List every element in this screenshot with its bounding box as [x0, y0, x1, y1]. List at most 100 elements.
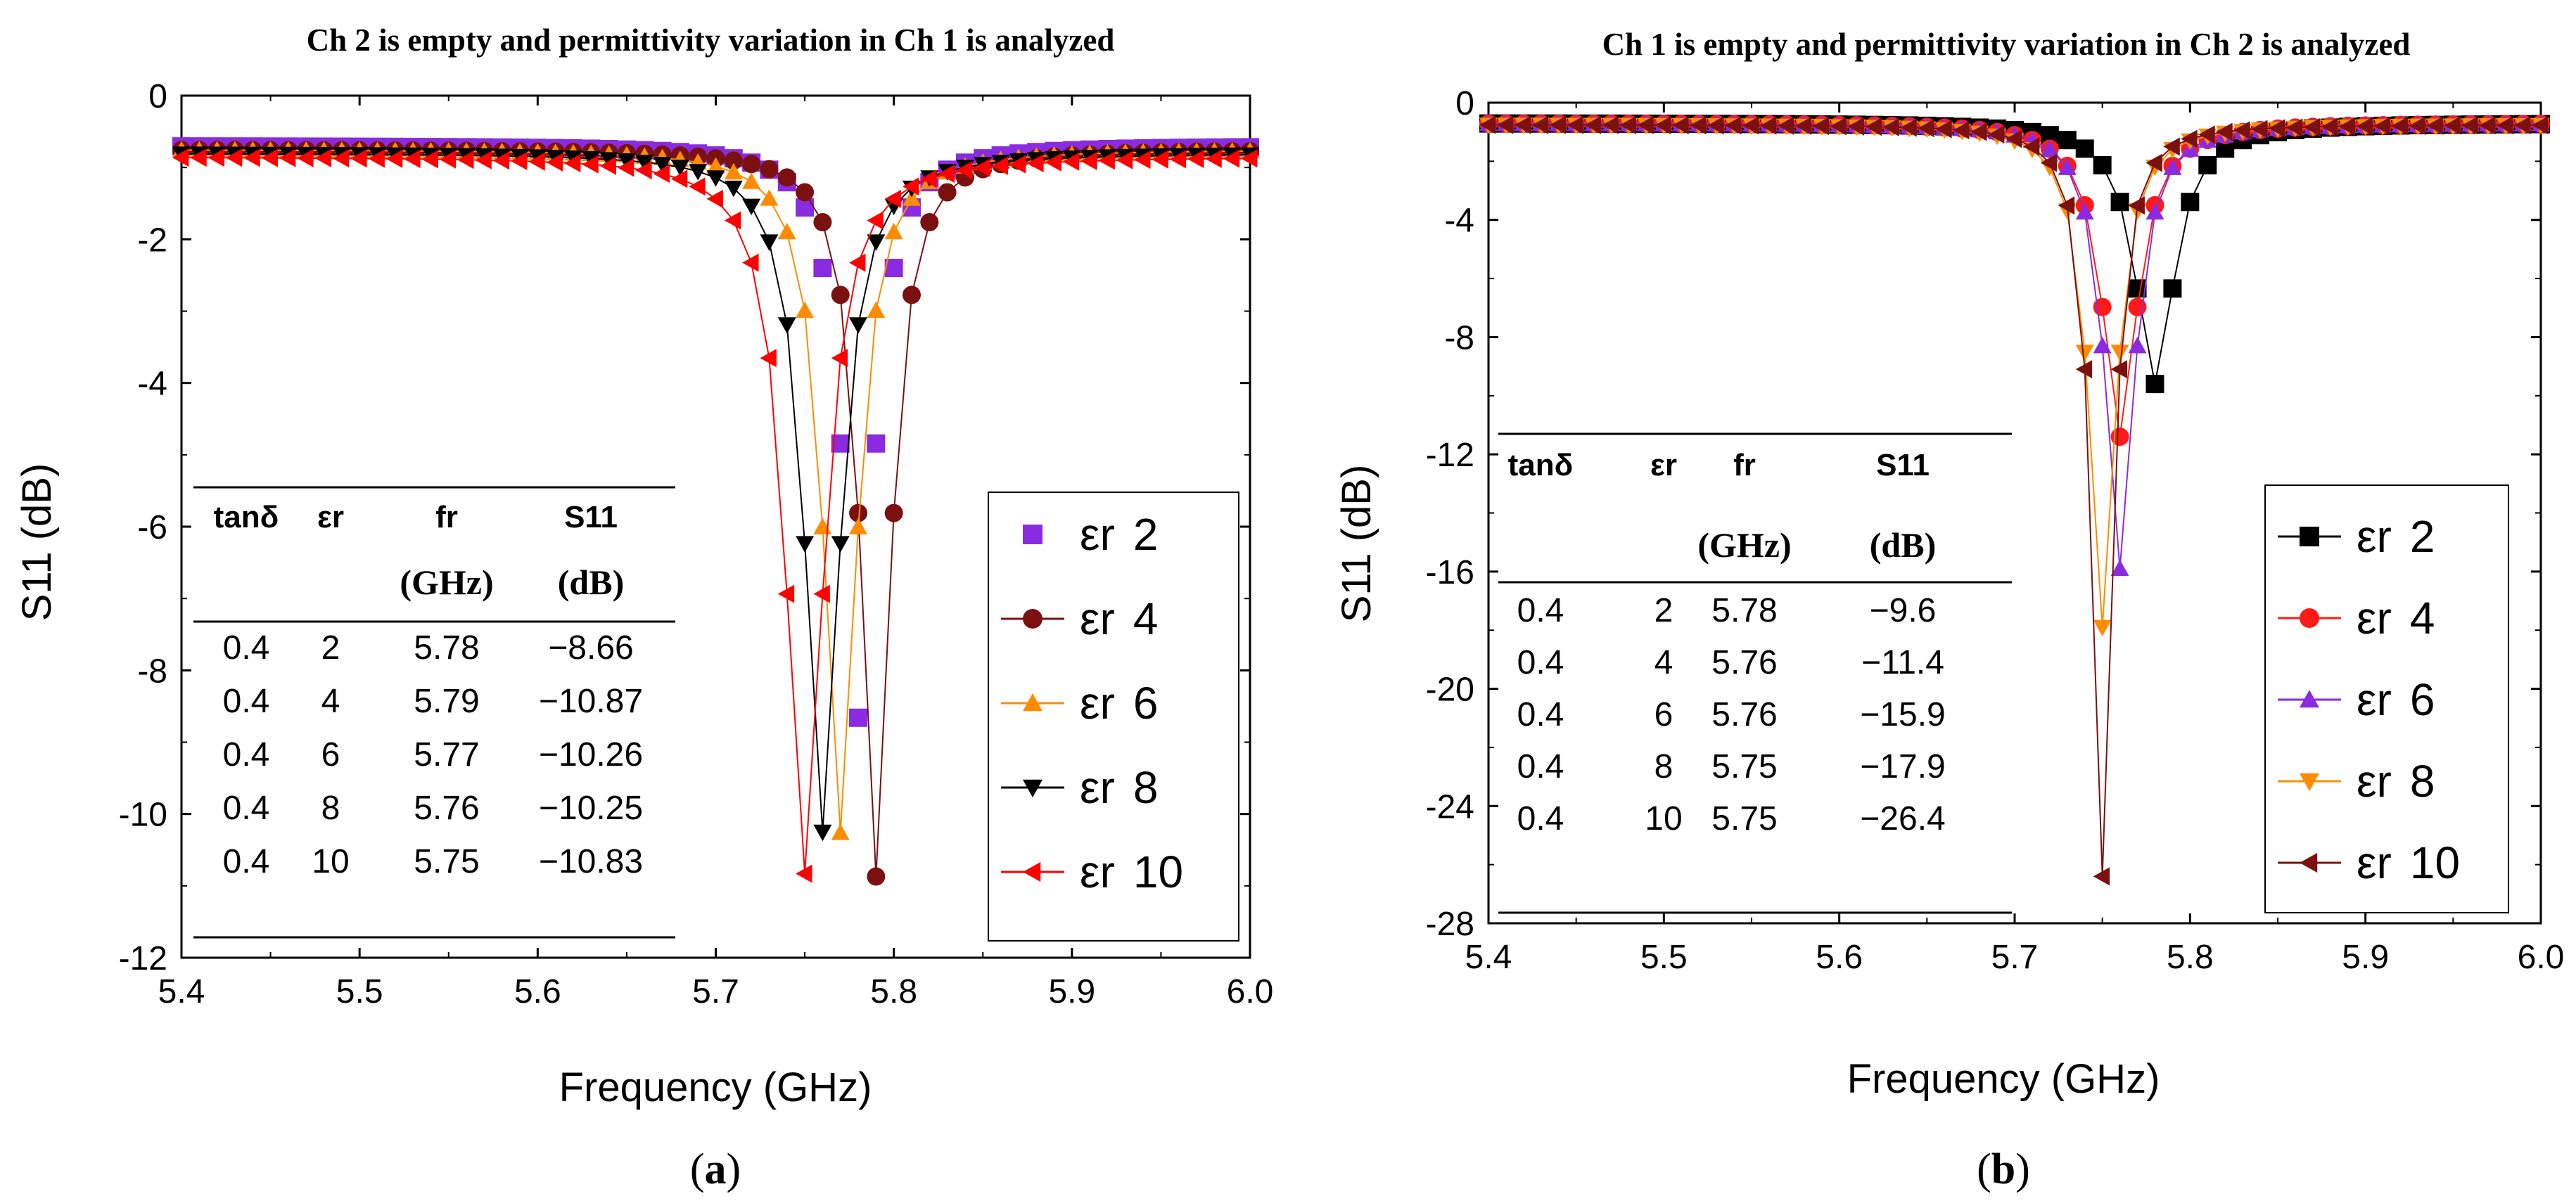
- table-cell: 5.78: [1711, 592, 1777, 629]
- x-axis-label: Frequency (GHz): [1847, 1056, 2160, 1102]
- legend-value: 8: [2410, 756, 2435, 807]
- data-point: [1654, 116, 1671, 135]
- data-point: [546, 153, 563, 172]
- data-point: [849, 518, 868, 534]
- legend-symbol: εr: [2357, 837, 2392, 888]
- table-header-cell: S11: [1876, 448, 1930, 482]
- table-cell: 5.79: [414, 683, 479, 720]
- data-point: [2216, 122, 2233, 141]
- caption-label: (b): [1977, 1145, 2030, 1193]
- legend-entry: εr 10: [2278, 837, 2460, 888]
- legend-symbol: εr: [2357, 674, 2392, 725]
- data-point: [955, 161, 973, 180]
- data-point: [760, 349, 777, 368]
- legend-marker: [2300, 690, 2319, 708]
- data-point: [1584, 115, 1601, 134]
- data-point: [849, 503, 868, 522]
- y-tick-label: -12: [1426, 437, 1474, 474]
- data-point: [243, 148, 260, 167]
- data-point: [1549, 115, 1567, 134]
- data-point: [777, 168, 796, 187]
- legend-entry: εr 6: [1001, 678, 1158, 728]
- data-point: [2532, 116, 2549, 135]
- data-point: [867, 234, 886, 251]
- data-series: [1479, 114, 2550, 447]
- data-point: [902, 285, 921, 304]
- data-point: [1777, 116, 1794, 135]
- data-point: [831, 349, 848, 368]
- data-point: [2093, 619, 2112, 637]
- data-point: [902, 189, 921, 206]
- data-point: [653, 165, 670, 184]
- data-point: [1223, 149, 1240, 168]
- x-tick-label: 5.4: [1465, 939, 1512, 976]
- data-point: [1690, 116, 1707, 135]
- data-point: [849, 253, 866, 272]
- data-point: [2426, 116, 2443, 135]
- data-point: [1169, 150, 1187, 169]
- data-point: [1134, 150, 1151, 169]
- data-point: [1812, 117, 1830, 136]
- legend-marker: [2300, 853, 2318, 873]
- legend-label: εr 4: [1080, 593, 1158, 644]
- data-point: [332, 149, 350, 168]
- data-point: [920, 213, 939, 232]
- data-point: [2497, 116, 2513, 135]
- table-cell: 6: [321, 736, 340, 773]
- data-point: [2022, 137, 2040, 156]
- data-point: [1496, 115, 1514, 134]
- data-point: [1116, 150, 1133, 169]
- table-unit-cell: (GHz): [1697, 525, 1791, 565]
- y-tick-label: -8: [1444, 319, 1474, 357]
- table-unit-cell: (dB): [1870, 525, 1936, 565]
- data-point: [599, 152, 618, 169]
- data-point: [796, 864, 812, 883]
- data-point: [724, 180, 743, 198]
- data-point: [689, 164, 708, 181]
- x-tick-label: 6.0: [2518, 939, 2565, 976]
- data-point: [831, 285, 850, 304]
- data-point: [2058, 158, 2077, 175]
- legend-label: εr 6: [2357, 674, 2435, 725]
- data-point: [1567, 115, 1584, 134]
- data-point: [1865, 117, 1882, 136]
- table-cell: 8: [1654, 748, 1673, 785]
- data-point: [813, 584, 830, 603]
- data-point: [1882, 117, 1899, 136]
- data-point: [1707, 116, 1724, 135]
- y-tick-label: -28: [1426, 906, 1474, 943]
- data-point: [884, 503, 903, 522]
- data-point: [706, 170, 725, 187]
- legend-label: εr 10: [2357, 837, 2460, 888]
- data-point: [2110, 345, 2129, 361]
- table-cell: 0.4: [223, 790, 270, 827]
- data-point: [2075, 345, 2094, 361]
- legend-entry: εr 8: [1001, 762, 1158, 813]
- data-point: [1900, 118, 1917, 137]
- data-point: [1080, 152, 1097, 171]
- data-point: [582, 155, 599, 174]
- legend-marker: [1023, 693, 1042, 712]
- data-point: [2285, 118, 2303, 137]
- data-point: [439, 150, 457, 169]
- data-point: [617, 153, 636, 170]
- legend-value: 2: [2410, 511, 2435, 562]
- data-point: [2145, 203, 2164, 220]
- table-cell: 5.77: [414, 736, 479, 773]
- data-point: [2373, 117, 2390, 136]
- data-point: [2058, 196, 2075, 215]
- data-point: [742, 155, 761, 174]
- legend-label: εr 2: [2357, 511, 2435, 562]
- table-cell: 0.4: [223, 843, 270, 880]
- table-cell: 10: [312, 843, 349, 880]
- data-point: [760, 189, 779, 206]
- table-header-cell: fr: [1733, 448, 1756, 482]
- data-point: [457, 150, 474, 169]
- data-point: [2198, 125, 2215, 144]
- data-point: [867, 301, 886, 319]
- table-cell: 0.4: [1517, 592, 1564, 629]
- data-point: [867, 867, 886, 886]
- table-cell: −26.4: [1860, 800, 1945, 837]
- table-cell: 10: [1645, 800, 1682, 837]
- legend-label: εr 10: [1080, 847, 1183, 897]
